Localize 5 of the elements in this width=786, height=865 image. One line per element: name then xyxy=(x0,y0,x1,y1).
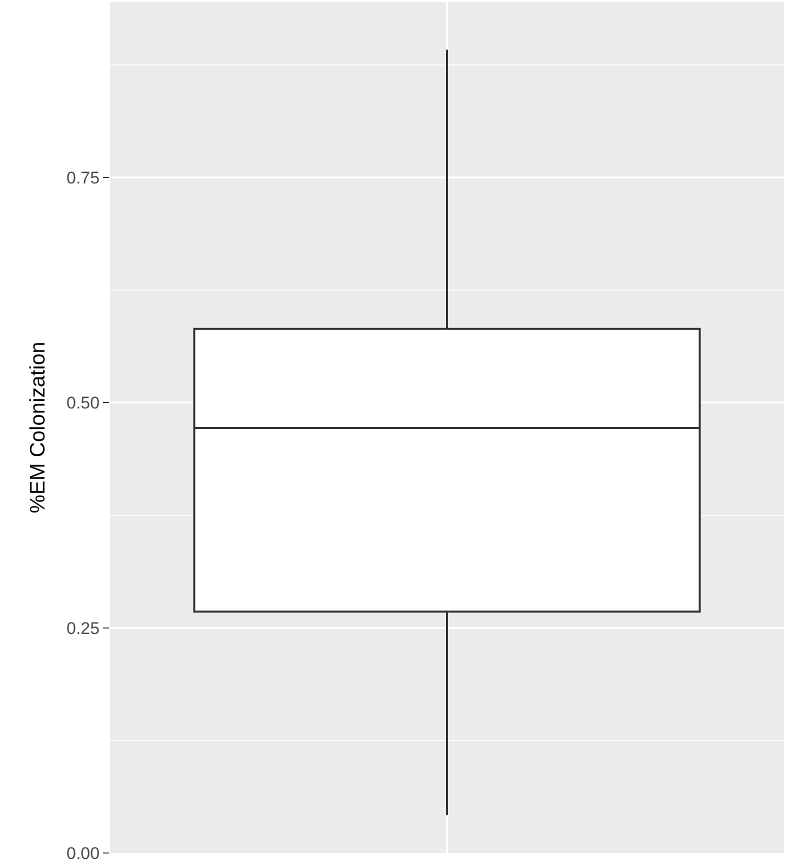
y-axis-title: %EM Colonization xyxy=(26,342,50,514)
y-tick-label: 0.50 xyxy=(66,394,100,413)
y-tick-label: 0.75 xyxy=(66,168,100,188)
y-tick-label: 0.25 xyxy=(66,618,100,638)
y-tick-label: 0.00 xyxy=(66,844,100,863)
